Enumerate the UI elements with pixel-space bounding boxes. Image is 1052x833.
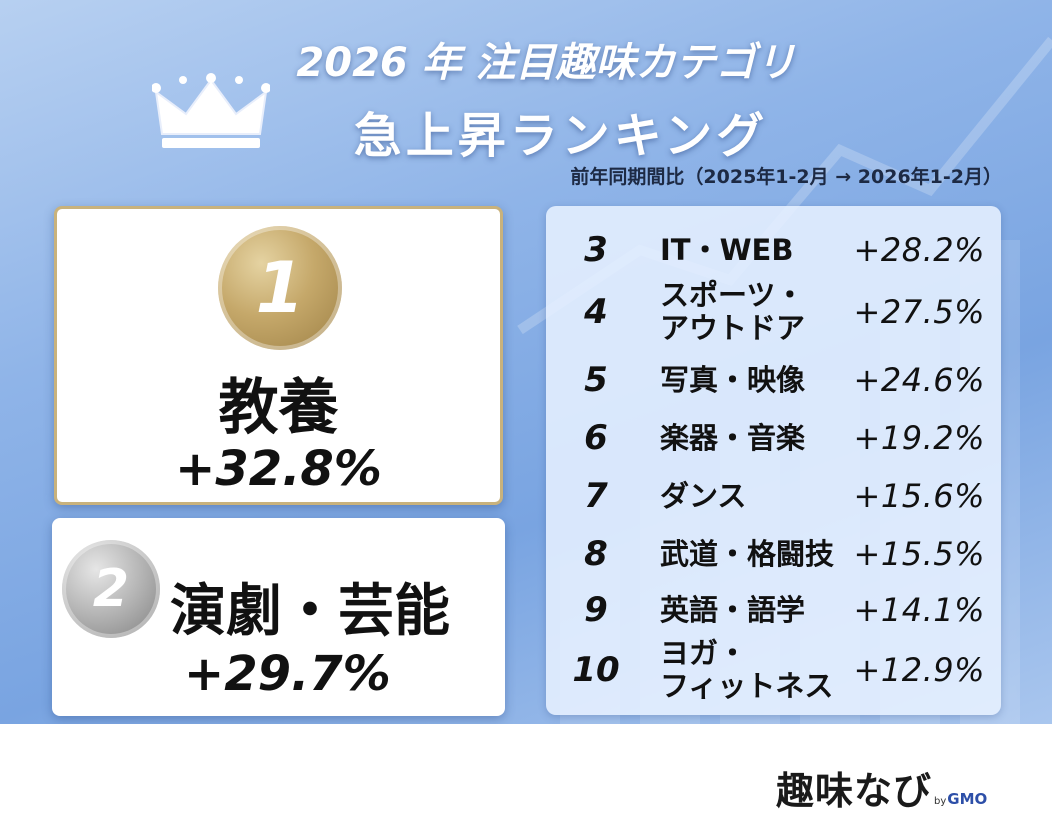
ranking-row: 4 スポーツ・ アウトドア +27.5% — [546, 278, 1001, 345]
rank-2-category: 演劇・芸能 — [170, 579, 450, 644]
title-line-2: 急上昇ランキング — [353, 108, 769, 164]
rank-category: 写真・映像 — [660, 362, 806, 397]
rank-number: 6 — [584, 418, 608, 458]
ranking-row: 5 写真・映像 +24.6% — [546, 352, 1001, 408]
ranking-row: 7 ダンス +15.6% — [546, 468, 1001, 524]
rank-change: +14.1% — [853, 591, 985, 629]
rank-change: +15.6% — [853, 477, 985, 515]
rank-1-change: +32.8% — [175, 441, 382, 497]
rank-number: 10 — [572, 650, 620, 690]
rank-change: +27.5% — [853, 293, 985, 331]
title-line-1: 2026 年 注目趣味カテゴリ — [296, 40, 796, 86]
comparison-period: 前年同期間比（2025年1-2月 → 2026年1-2月） — [570, 166, 1002, 188]
rank-1-card: 1 教養 +32.8% — [54, 206, 503, 505]
rank-change: +15.5% — [853, 535, 985, 573]
logo-name: 趣味なび — [776, 769, 933, 813]
rank-category: スポーツ・ アウトドア — [660, 278, 806, 345]
ranking-row: 6 楽器・音楽 +19.2% — [546, 410, 1001, 466]
rank-number: 8 — [584, 534, 608, 574]
rank-number: 7 — [584, 476, 608, 516]
ranking-list: 3 IT・WEB +28.2% 4 スポーツ・ アウトドア +27.5% 5 写… — [546, 206, 1001, 715]
rank-category: IT・WEB — [660, 232, 794, 267]
rank-number: 9 — [584, 590, 608, 630]
rank-change: +19.2% — [853, 419, 985, 457]
rank-category: 楽器・音楽 — [660, 420, 806, 455]
ranking-row: 8 武道・格闘技 +15.5% — [546, 526, 1001, 582]
rank-category: 武道・格闘技 — [660, 536, 835, 571]
ranking-banner: 2026 年 注目趣味カテゴリ 急上昇ランキング 前年同期間比（2025年1-2… — [0, 0, 1052, 724]
rank-number: 4 — [584, 292, 608, 332]
rank-2-card: 2 演劇・芸能 +29.7% — [52, 518, 505, 716]
rank-category: ダンス — [660, 478, 747, 513]
rank-1-category: 教養 — [218, 373, 339, 443]
rank-2-change: +29.7% — [184, 646, 391, 702]
ranking-row: 10 ヨガ・ フィットネス +12.9% — [546, 636, 1001, 703]
silver-medal: 2 — [62, 540, 160, 638]
rank-category: 英語・語学 — [660, 592, 806, 627]
rank-change: +24.6% — [853, 361, 985, 399]
rank-change: +12.9% — [853, 651, 985, 689]
ranking-row: 3 IT・WEB +28.2% — [546, 222, 1001, 278]
rank-category: ヨガ・ フィットネス — [660, 636, 834, 703]
rank-number: 3 — [584, 230, 608, 270]
logo-by: by — [934, 796, 947, 807]
rank-change: +28.2% — [853, 231, 985, 269]
logo-brand: GMO — [947, 790, 988, 808]
gold-medal: 1 — [218, 226, 342, 350]
crown-icon — [152, 73, 270, 148]
ranking-row: 9 英語・語学 +14.1% — [546, 582, 1001, 638]
brand-logo: 趣味なび by GMO — [776, 760, 987, 816]
rank-number: 5 — [584, 360, 608, 400]
